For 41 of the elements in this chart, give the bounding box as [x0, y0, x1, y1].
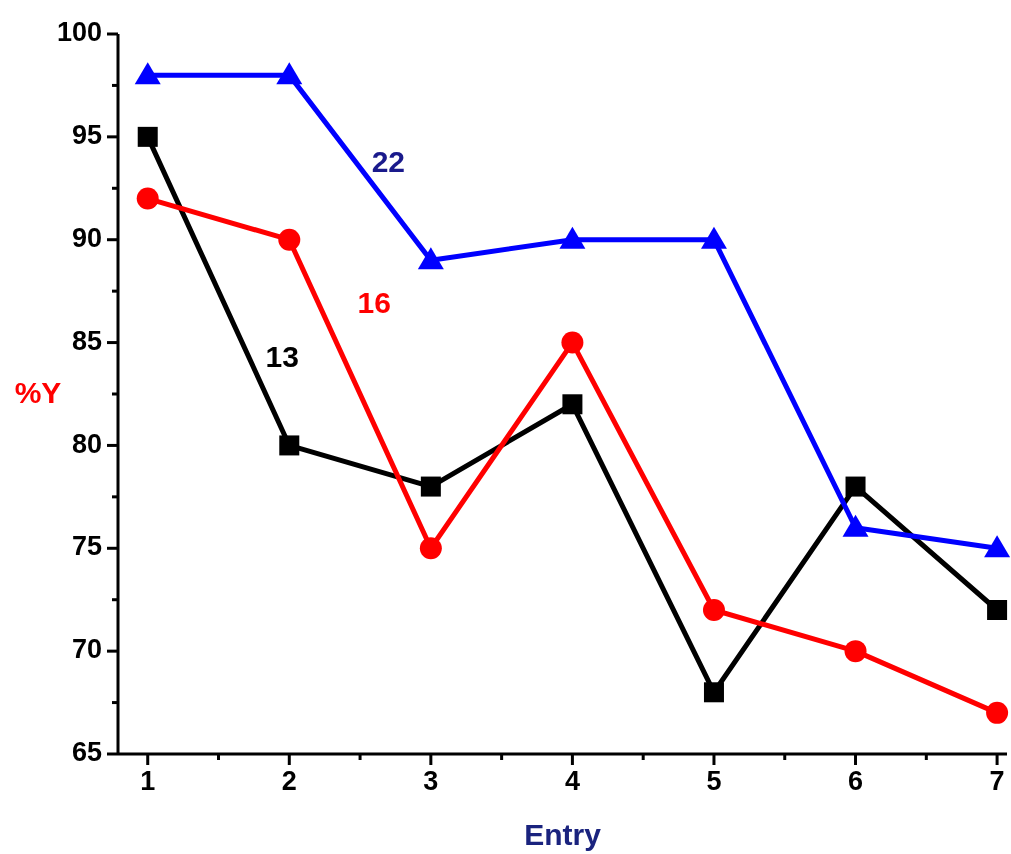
- point: [559, 226, 586, 249]
- point: [136, 187, 159, 210]
- series-label: 13: [265, 339, 299, 373]
- point: [137, 126, 158, 147]
- x-tick-label: 3: [423, 766, 439, 796]
- y-tick-label: 65: [71, 737, 102, 768]
- x-tick-label: 5: [706, 766, 722, 796]
- point: [420, 476, 441, 497]
- point: [561, 331, 584, 354]
- y-tick-label: 100: [56, 17, 102, 48]
- point: [702, 599, 725, 621]
- point: [417, 247, 444, 270]
- point: [986, 701, 1009, 724]
- x-tick-label: 4: [564, 766, 580, 796]
- point: [279, 435, 300, 456]
- point: [276, 62, 303, 85]
- series-label: 22: [371, 144, 406, 178]
- point: [134, 62, 161, 85]
- y-axis-title: %Y: [14, 375, 62, 409]
- x-tick-label: 1: [140, 766, 156, 796]
- y-tick-label: 70: [71, 634, 102, 665]
- point: [845, 476, 866, 497]
- x-tick-label: 7: [989, 766, 1005, 796]
- x-tick-label: 6: [848, 766, 864, 796]
- point: [703, 682, 724, 703]
- y-tick-label: 95: [71, 119, 102, 150]
- point: [987, 600, 1008, 620]
- y-tick-label: 90: [71, 222, 102, 253]
- x-axis-title: Entry: [524, 818, 602, 851]
- point: [984, 535, 1011, 558]
- y-tick-label: 80: [71, 428, 102, 459]
- x-tick-label: 2: [281, 766, 297, 796]
- point: [844, 640, 867, 663]
- point: [842, 514, 869, 537]
- y-tick-label: 75: [71, 531, 102, 562]
- y-tick-label: 85: [71, 325, 102, 356]
- point: [278, 228, 301, 251]
- point: [562, 394, 583, 415]
- series-label: 16: [357, 286, 391, 320]
- point: [419, 537, 442, 560]
- point: [700, 226, 727, 249]
